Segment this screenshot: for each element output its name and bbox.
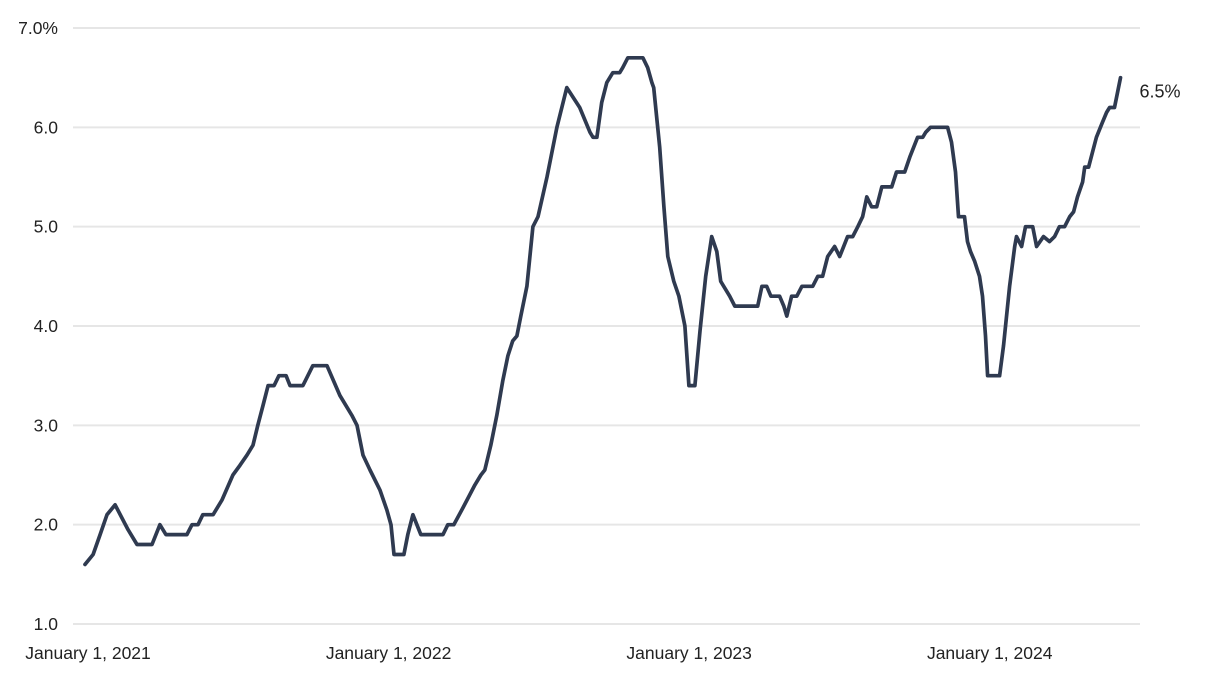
- y-axis-tick-label: 7.0%: [18, 18, 58, 38]
- rate-line: [83, 55, 1123, 567]
- x-axis-tick-label: January 1, 2023: [626, 643, 752, 663]
- y-axis-tick-label: 6.0: [34, 117, 59, 137]
- y-axis-tick-label: 5.0: [34, 217, 59, 237]
- y-axis-labels: 7.0% 6.0 5.0 4.0 3.0 2.0 1.0: [18, 18, 58, 634]
- y-axis-tick-label: 3.0: [34, 415, 59, 435]
- end-value-label: 6.5%: [1139, 82, 1180, 102]
- x-axis-tick-label: January 1, 2022: [326, 643, 452, 663]
- y-axis-tick-label: 1.0: [34, 614, 59, 634]
- x-axis-tick-label: January 1, 2024: [927, 643, 1053, 663]
- gridlines: [73, 27, 1140, 625]
- x-axis-tick-label: January 1, 2021: [25, 643, 151, 663]
- y-axis-tick-label: 4.0: [34, 316, 59, 336]
- y-axis-tick-label: 2.0: [34, 515, 59, 535]
- x-axis-labels: January 1, 2021 January 1, 2022 January 1,…: [25, 643, 1052, 663]
